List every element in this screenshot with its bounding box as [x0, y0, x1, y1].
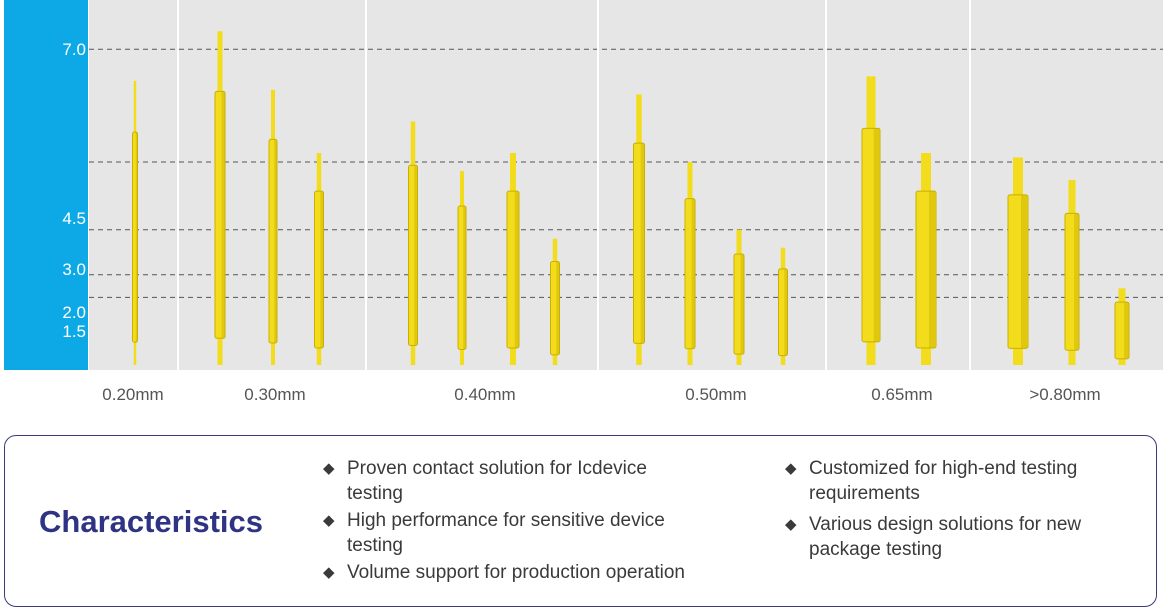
- group-label-0-20mm: 0.20mm: [102, 385, 164, 404]
- scale-bar: 7.0 4.5 3.0 2.0 1.5: [4, 0, 88, 370]
- probe-pin-barrel: [684, 198, 696, 350]
- probe-pin: [915, 153, 937, 365]
- group-label-0-50mm: 0.50mm: [685, 385, 747, 404]
- list-item: ◆ Customized for high-end testing requir…: [785, 456, 1155, 506]
- probe-pin-shade: [221, 91, 225, 339]
- probe-pin-shade: [1124, 302, 1129, 359]
- group-label-0-30mm: 0.30mm: [244, 385, 306, 404]
- group-divider: [825, 0, 827, 370]
- list-item-line: testing: [347, 483, 403, 504]
- probe-pin: [132, 80, 138, 366]
- probe-pin-barrel: [457, 205, 467, 350]
- probe-pin-shade: [414, 165, 418, 346]
- group-divider: [365, 0, 367, 370]
- list-item-line: Customized for high-end testing: [809, 458, 1078, 479]
- group-label-0-65mm: 0.65mm: [871, 385, 933, 404]
- probe-pin-shade: [873, 128, 880, 342]
- probe-pin-shade: [556, 261, 560, 355]
- probe-pin: [861, 76, 881, 366]
- tick-label-1-5: 1.5: [62, 322, 86, 341]
- tick-label-2-0: 2.0: [62, 303, 86, 322]
- probe-pin-barrel: [506, 190, 520, 349]
- characteristics-list-right: ◆ Customized for high-end testing requir…: [785, 456, 1155, 564]
- probe-pin-shade: [784, 268, 788, 356]
- group-label-0-80mm: >0.80mm: [1029, 385, 1101, 404]
- list-item: ◆ Proven contact solution for Icdevice t…: [323, 456, 743, 506]
- probe-pin-barrel: [214, 90, 226, 339]
- probe-pin-shade: [691, 198, 695, 349]
- probe-pin: [408, 121, 418, 366]
- probe-pin: [1114, 288, 1130, 365]
- probe-pin: [733, 229, 745, 365]
- list-item-line: package testing: [809, 539, 943, 560]
- group-dividers: [177, 0, 971, 370]
- probe-pin-shade: [1074, 213, 1079, 351]
- list-item: ◆ Volume support for production operatio…: [323, 560, 743, 585]
- probe-pin-barrel: [915, 190, 937, 349]
- probe-pin-barrel: [733, 253, 745, 355]
- probe-pin-shade: [640, 143, 644, 344]
- tick-label-7-0: 7.0: [62, 40, 86, 59]
- characteristics-panel: Characteristics ◆ Proven contact solutio…: [4, 435, 1157, 607]
- probe-pin: [1007, 157, 1029, 365]
- probe-pin-barrel: [268, 138, 278, 344]
- characteristics-list-left: ◆ Proven contact solution for Icdevice t…: [323, 456, 743, 587]
- diamond-bullet-icon: ◆: [323, 564, 335, 581]
- probe-pin-barrel: [633, 142, 645, 344]
- probe-pin: [1064, 180, 1080, 365]
- list-item: ◆ High performance for sensitive device …: [323, 508, 743, 558]
- probe-pin-barrel: [778, 268, 788, 357]
- list-item-line: testing: [347, 535, 403, 556]
- list-item-line: Various design solutions for new: [809, 514, 1082, 535]
- probe-pin-shade: [514, 191, 519, 349]
- tick-label-4-5: 4.5: [62, 209, 86, 228]
- probe-pin-barrel: [1114, 301, 1130, 360]
- list-item: ◆ Various design solutions for new packa…: [785, 512, 1155, 562]
- probe-pin-shade: [320, 191, 324, 349]
- probe-pin: [214, 31, 226, 365]
- list-item-line: High performance for sensitive device: [347, 510, 665, 531]
- probe-pin-shade: [463, 205, 466, 350]
- group-label-0-40mm: 0.40mm: [454, 385, 516, 404]
- probe-pin-barrel: [408, 164, 418, 347]
- probe-pin-barrel: [314, 190, 324, 349]
- probe-pin-barrel: [550, 260, 560, 356]
- pin-height-chart: [89, 0, 1163, 370]
- probe-pins: [132, 31, 1130, 366]
- probe-pin-barrel: [861, 127, 881, 343]
- list-item-line: Volume support for production operation: [347, 562, 685, 583]
- probe-pin: [550, 238, 560, 365]
- probe-pin: [633, 94, 645, 366]
- group-divider: [969, 0, 971, 370]
- probe-pin: [506, 153, 520, 365]
- list-item-line: requirements: [809, 483, 920, 504]
- group-divider: [177, 0, 179, 370]
- diamond-bullet-icon: ◆: [323, 512, 335, 529]
- probe-pin-barrel: [1064, 212, 1080, 351]
- probe-pin: [778, 247, 788, 365]
- probe-pin: [268, 89, 278, 365]
- probe-pin: [684, 162, 696, 365]
- characteristics-title: Characteristics: [39, 504, 264, 539]
- diamond-bullet-icon: ◆: [323, 460, 335, 477]
- probe-pin-shade: [135, 132, 138, 343]
- diamond-bullet-icon: ◆: [785, 460, 797, 477]
- probe-pin-shade: [929, 191, 935, 349]
- tick-label-3-0: 3.0: [62, 260, 86, 279]
- probe-pin: [457, 171, 467, 365]
- probe-pin-shade: [740, 254, 744, 355]
- list-item-line: Proven contact solution for Icdevice: [347, 458, 647, 479]
- probe-pin-barrel: [132, 131, 138, 343]
- group-divider: [597, 0, 599, 370]
- height-guide-lines: [89, 48, 1163, 298]
- probe-pin: [314, 153, 324, 365]
- diamond-bullet-icon: ◆: [785, 516, 797, 533]
- probe-pin-shade: [1021, 194, 1027, 349]
- probe-pin-shade: [274, 139, 277, 343]
- probe-pin-barrel: [1007, 194, 1029, 349]
